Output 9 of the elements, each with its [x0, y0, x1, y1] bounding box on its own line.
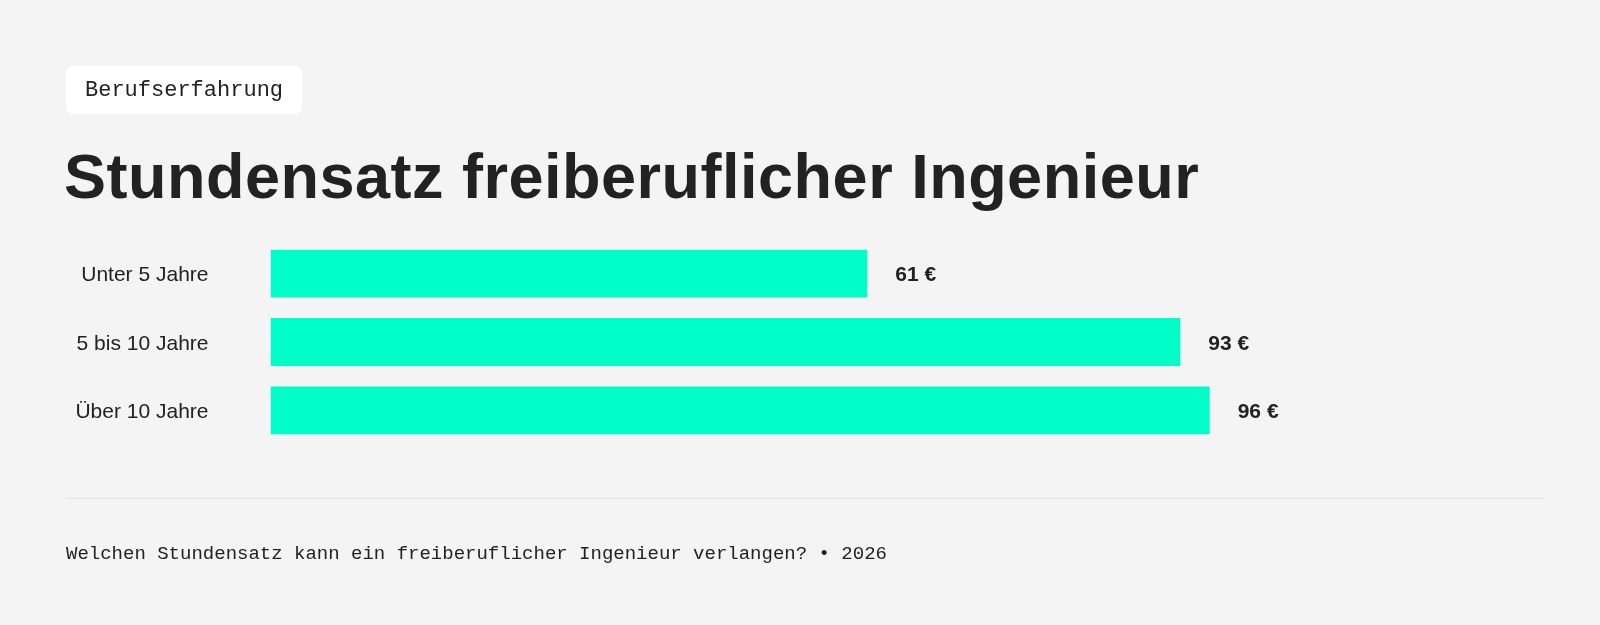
data-label: 96 €: [1237, 398, 1279, 422]
y-tick-label: 5 bis 10 Jahre: [76, 330, 209, 354]
chart-title: Stundensatz freiberuflicher Ingenieur: [64, 140, 1200, 213]
y-tick-label: Unter 5 Jahre: [81, 262, 209, 286]
data-label: 93 €: [1208, 330, 1250, 354]
chart-subtitle: Berufserfahrung: [66, 66, 303, 115]
text: Welchen Stundensatz kann ein freiberuflicher Ingenieur verlangen? • 2026: [66, 542, 887, 567]
y-tick-label: Über 10 Jahre: [75, 398, 209, 422]
data-label: 61 €: [895, 262, 937, 286]
